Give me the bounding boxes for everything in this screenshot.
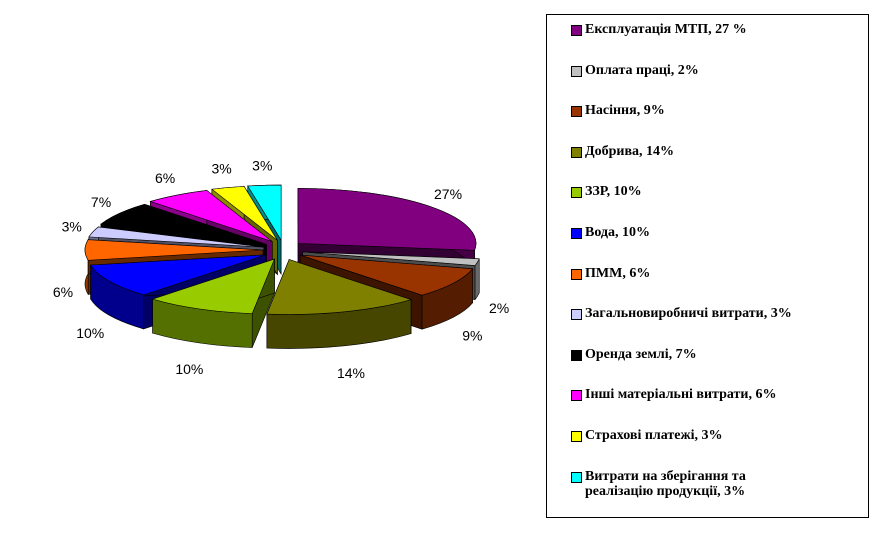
legend-label: Вода, 10% xyxy=(585,225,651,240)
data-label: 9% xyxy=(462,327,482,343)
data-label: 27% xyxy=(434,186,462,202)
legend: Експлуатація МТП, 27 % Оплата праці, 2% На… xyxy=(546,14,869,518)
legend-label: Експлуатація МТП, 27 % xyxy=(585,22,747,37)
data-label: 3% xyxy=(62,218,82,234)
legend-swatch xyxy=(571,187,582,199)
legend-label: Оренда землі, 7% xyxy=(585,346,697,362)
data-label: 7% xyxy=(91,194,111,210)
legend-swatch xyxy=(571,471,582,483)
legend-item: Оренда землі, 7% xyxy=(571,347,697,362)
slice-top xyxy=(297,188,477,251)
legend-swatch xyxy=(571,65,582,77)
slice-top xyxy=(149,190,273,242)
pie-slice xyxy=(151,258,276,348)
legend-label: ЗЗР, 10% xyxy=(585,184,642,200)
data-label: 6% xyxy=(155,170,175,186)
legend-item: Загальновиробничі витрати, 3% xyxy=(571,306,792,321)
legend-label: Страхові платежі, 3% xyxy=(585,428,723,443)
legend-swatch xyxy=(571,228,582,239)
legend-label: Загальновиробничі витрати, 3% xyxy=(585,306,792,322)
legend-swatch xyxy=(571,106,582,118)
pie-chart: 27% 2% 9% 14% 10% 10% 6% 3% 7% 6% 3% 3% xyxy=(53,157,509,381)
legend-item: Оплата праці, 2% xyxy=(571,63,699,78)
data-label: 2% xyxy=(489,300,509,316)
legend-label: ПММ, 6% xyxy=(585,265,651,281)
legend-item: Добрива, 14% xyxy=(571,144,674,159)
legend-item: Вода, 10% xyxy=(571,225,650,240)
slice-top xyxy=(90,254,266,296)
slice-top xyxy=(88,226,264,248)
legend-swatch xyxy=(571,309,582,321)
legend-item: Витрати на зберігання та реалізацію прод… xyxy=(571,469,775,499)
legend-swatch xyxy=(571,349,582,361)
legend-swatch xyxy=(571,146,582,158)
slice-top xyxy=(211,186,278,241)
legend-item: Інші матеріальні витрати, 6% xyxy=(571,387,776,402)
legend-item: Страхові платежі, 3% xyxy=(571,428,723,443)
data-label: 6% xyxy=(53,284,73,300)
slice-top xyxy=(266,259,413,315)
data-label: 10% xyxy=(76,325,104,341)
legend-label: Оплата праці, 2% xyxy=(585,62,699,78)
slice-top xyxy=(300,254,474,296)
legend-label: Добрива, 14% xyxy=(585,143,675,159)
legend-item: ПММ, 6% xyxy=(571,266,650,281)
legend-swatch xyxy=(571,390,582,402)
legend-item: ЗЗР, 10% xyxy=(571,184,642,199)
legend-item: Насіння, 9% xyxy=(571,103,665,118)
slice-top xyxy=(247,184,282,242)
pie-slice xyxy=(266,259,413,349)
legend-label: Витрати на зберігання та реалізацію прод… xyxy=(585,468,746,499)
data-label: 10% xyxy=(175,361,203,377)
legend-label: Інші матеріальні витрати, 6% xyxy=(585,387,777,403)
legend-label: Насіння, 9% xyxy=(585,103,665,119)
slice-top xyxy=(151,258,276,314)
legend-swatch xyxy=(571,25,582,36)
slice-top xyxy=(84,239,264,261)
data-label: 3% xyxy=(252,157,272,173)
slice-top xyxy=(302,251,480,266)
slice-top xyxy=(100,203,267,245)
legend-swatch xyxy=(571,268,582,280)
data-label: 14% xyxy=(337,365,365,381)
legend-swatch xyxy=(571,431,582,442)
data-label: 3% xyxy=(212,160,232,176)
legend-item: Експлуатація МТП, 27 % xyxy=(571,22,747,37)
